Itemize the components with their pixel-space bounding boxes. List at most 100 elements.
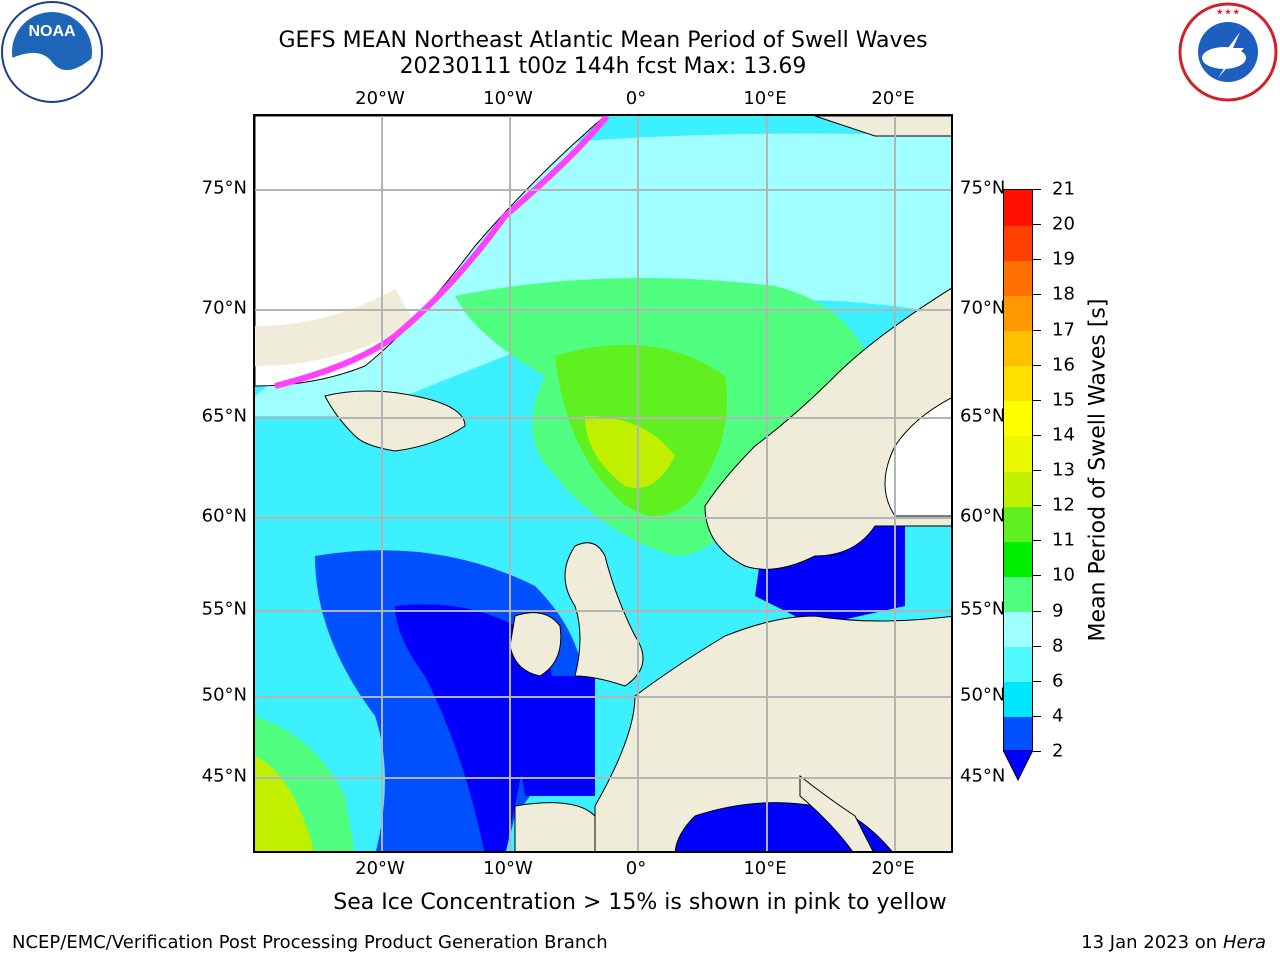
- colorbar-band: [1004, 295, 1032, 331]
- colorbar-tick-label: 9: [1052, 600, 1064, 621]
- colorbar-band: [1004, 611, 1032, 648]
- sea-ice-note: Sea Ice Concentration > 15% is shown in …: [333, 890, 947, 915]
- lat-label-right: 70°N: [960, 297, 1006, 319]
- colorbar-tick-label: 6: [1052, 670, 1064, 692]
- colorbar-tick-label: 15: [1052, 389, 1075, 411]
- lat-label-right: 60°N: [960, 505, 1006, 527]
- colorbar-tick-mark: [1033, 645, 1041, 647]
- swell-period-map: [255, 116, 951, 851]
- map-panel: [253, 114, 953, 853]
- colorbar-tick-label: 11: [1052, 529, 1075, 551]
- colorbar-tick-label: 19: [1052, 248, 1075, 270]
- lon-label-bottom: 10°E: [743, 858, 787, 879]
- lon-label-top: 10°E: [743, 88, 787, 109]
- colorbar-tick-label: 21: [1052, 178, 1075, 200]
- lat-label-right: 50°N: [960, 684, 1006, 706]
- lon-label-top: 20°E: [871, 88, 915, 109]
- iceland: [324, 390, 466, 452]
- colorbar-band: [1004, 365, 1032, 402]
- swell-zone-below-2s: [395, 604, 552, 851]
- lat-label-right: 45°N: [960, 765, 1006, 787]
- colorbar-tick-label: 12: [1052, 494, 1075, 516]
- colorbar-tick-label: 17: [1052, 319, 1075, 340]
- colorbar: [1003, 189, 1033, 753]
- chart-title: GEFS MEAN Northeast Atlantic Mean Period…: [278, 28, 928, 53]
- sea-ice-edge: [274, 116, 610, 389]
- colorbar-band: [1004, 506, 1032, 542]
- colorbar-tick-mark: [1033, 505, 1041, 507]
- colorbar-band: [1004, 225, 1032, 261]
- lon-label-bottom: 20°E: [871, 858, 915, 879]
- colorbar-tick-mark: [1033, 715, 1041, 717]
- noaa-logo-text: NOAA: [28, 23, 76, 40]
- lat-label-left: 65°N: [201, 405, 247, 427]
- footer-date: 13 Jan 2023 on Hera: [1081, 932, 1266, 953]
- colorbar-tick-mark: [1033, 329, 1041, 331]
- colorbar-tick-label: 2: [1052, 740, 1064, 762]
- noaa-logo: NOAA: [1, 1, 103, 103]
- colorbar-band: [1004, 435, 1032, 472]
- colorbar-tick-mark: [1033, 294, 1041, 296]
- graticule: [255, 116, 951, 851]
- lon-label-bottom: 20°W: [355, 858, 405, 879]
- colorbar-label: Mean Period of Swell Waves [s]: [1085, 298, 1111, 642]
- colorbar-extend-arrow: [1003, 750, 1033, 782]
- italy: [799, 774, 874, 851]
- colorbar-tick-mark: [1033, 470, 1041, 471]
- lon-label-bottom: 0°: [625, 858, 647, 879]
- chart-subtitle: 20230111 t00z 144h fcst Max: 13.69: [399, 54, 807, 79]
- colorbar-tick-mark: [1033, 680, 1041, 682]
- colorbar-band: [1004, 541, 1032, 577]
- lat-label-right: 75°N: [960, 177, 1006, 199]
- colorbar-tick-mark: [1033, 259, 1041, 261]
- colorbar-band: [1004, 681, 1032, 718]
- colorbar-tick-label: 20: [1052, 213, 1075, 235]
- colorbar-band: [1004, 400, 1032, 437]
- colorbar-band: [1004, 190, 1032, 226]
- colorbar-tick-label: 14: [1052, 424, 1075, 446]
- colorbar-band: [1004, 260, 1032, 296]
- ireland: [509, 612, 562, 677]
- greenland-land: [255, 288, 415, 366]
- svg-text:★ ★ ★: ★ ★ ★: [1217, 8, 1240, 16]
- lat-label-left: 75°N: [201, 177, 247, 199]
- footer-host: Hera: [1222, 932, 1266, 953]
- swell-zone-12-13s: [255, 756, 314, 851]
- iberian-peninsula: [514, 802, 596, 851]
- svalbard: [814, 116, 951, 137]
- lat-label-left: 45°N: [201, 765, 247, 787]
- colorbar-band: [1004, 716, 1032, 753]
- colorbar-tick-mark: [1033, 434, 1041, 436]
- colorbar-tick-mark: [1033, 364, 1041, 366]
- colorbar-tick-label: 10: [1052, 564, 1075, 586]
- colorbar-tick-label: 16: [1052, 354, 1075, 376]
- great-britain: [564, 542, 644, 687]
- colorbar-tick-label: 8: [1052, 635, 1064, 657]
- footer-date-text: 13 Jan 2023 on: [1081, 932, 1223, 953]
- colorbar-tick-mark: [1033, 575, 1041, 577]
- lon-label-top: 20°W: [355, 88, 405, 109]
- colorbar-tick-label: 4: [1052, 705, 1064, 727]
- colorbar-tick-mark: [1033, 540, 1041, 542]
- lat-label-left: 55°N: [201, 598, 247, 620]
- lat-label-right: 65°N: [960, 405, 1006, 427]
- lon-label-bottom: 10°W: [483, 858, 533, 879]
- lon-label-top: 0°: [625, 88, 647, 109]
- lat-label-left: 50°N: [201, 684, 247, 706]
- mediterranean-sea: [675, 796, 893, 851]
- colorbar-tick-label: 13: [1052, 459, 1075, 481]
- colorbar-tick-mark: [1033, 224, 1041, 226]
- colorbar-band: [1004, 646, 1032, 683]
- colorbar-band: [1004, 330, 1032, 367]
- swell-zone-12-13s: [585, 416, 675, 488]
- colorbar-tick-mark: [1033, 610, 1041, 612]
- nws-logo: ★ ★ ★: [1178, 2, 1278, 102]
- lat-label-left: 60°N: [201, 505, 247, 527]
- colorbar-tick-label: 18: [1052, 283, 1075, 305]
- colorbar-tick-mark: [1033, 751, 1041, 752]
- lon-label-top: 10°W: [483, 88, 533, 109]
- footer-credit: NCEP/EMC/Verification Post Processing Pr…: [12, 932, 608, 953]
- bay-of-biscay: [505, 676, 595, 796]
- lat-label-right: 55°N: [960, 598, 1006, 620]
- colorbar-band: [1004, 576, 1032, 612]
